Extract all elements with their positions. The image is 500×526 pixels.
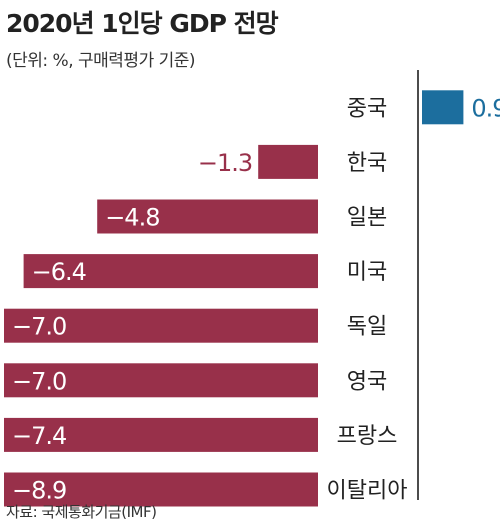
- category-label: 한국: [347, 151, 387, 176]
- bar: [23, 254, 318, 289]
- category-label: 프랑스: [337, 424, 398, 449]
- value-label: −7.4: [12, 422, 66, 450]
- category-label: 중국: [347, 96, 387, 121]
- chart-subtitle: (단위: %, 구매력평가 기준): [6, 51, 196, 71]
- category-label: 미국: [347, 260, 387, 285]
- bar: [258, 144, 318, 179]
- category-label: 독일: [347, 315, 387, 340]
- value-label: −7.0: [12, 367, 66, 395]
- bar: [422, 90, 464, 125]
- value-label: −8.9: [12, 477, 66, 505]
- value-label: −4.8: [105, 204, 159, 232]
- value-label: 0.9: [471, 94, 500, 122]
- bar: [4, 417, 318, 452]
- value-label: −1.3: [198, 149, 252, 177]
- source-note: 자료: 국제통화기금(IMF): [6, 503, 157, 521]
- value-label: −7.0: [12, 313, 66, 341]
- bar: [4, 472, 318, 507]
- category-label: 일본: [347, 206, 387, 231]
- chart-title: 2020년 1인당 GDP 전망: [6, 9, 279, 38]
- category-label: 영국: [347, 369, 387, 394]
- value-label: −6.4: [32, 258, 86, 286]
- bar: [4, 363, 318, 398]
- bar: [4, 308, 318, 343]
- bar: [97, 199, 318, 234]
- category-label: 이탈리아: [327, 479, 408, 504]
